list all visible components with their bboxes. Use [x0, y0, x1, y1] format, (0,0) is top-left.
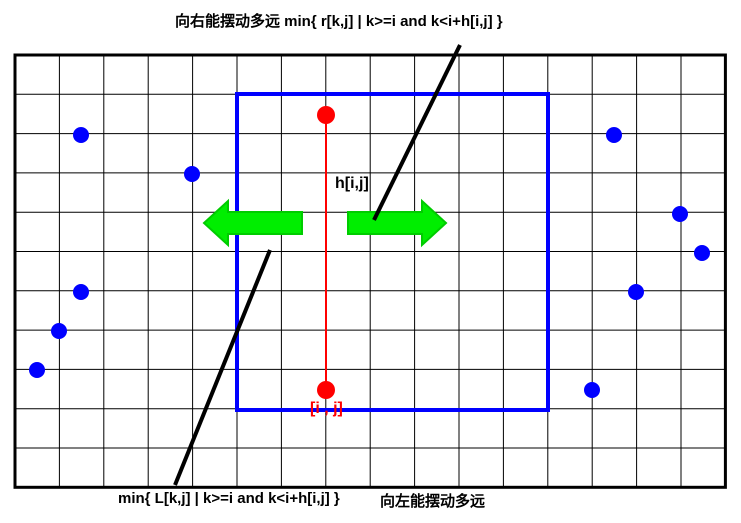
diagram-canvas: [0, 0, 741, 523]
bottom-right-label: 向左能摆动多远: [380, 490, 485, 511]
bottom-left-label: min{ L[k,j] | k>=i and k<i+h[i,j] }: [118, 490, 340, 507]
ij-label: [i , j]: [310, 400, 343, 418]
top-label: 向右能摆动多远 min{ r[k,j] | k>=i and k<i+h[i,j…: [175, 10, 503, 31]
h-label: h[i,j]: [335, 175, 369, 193]
